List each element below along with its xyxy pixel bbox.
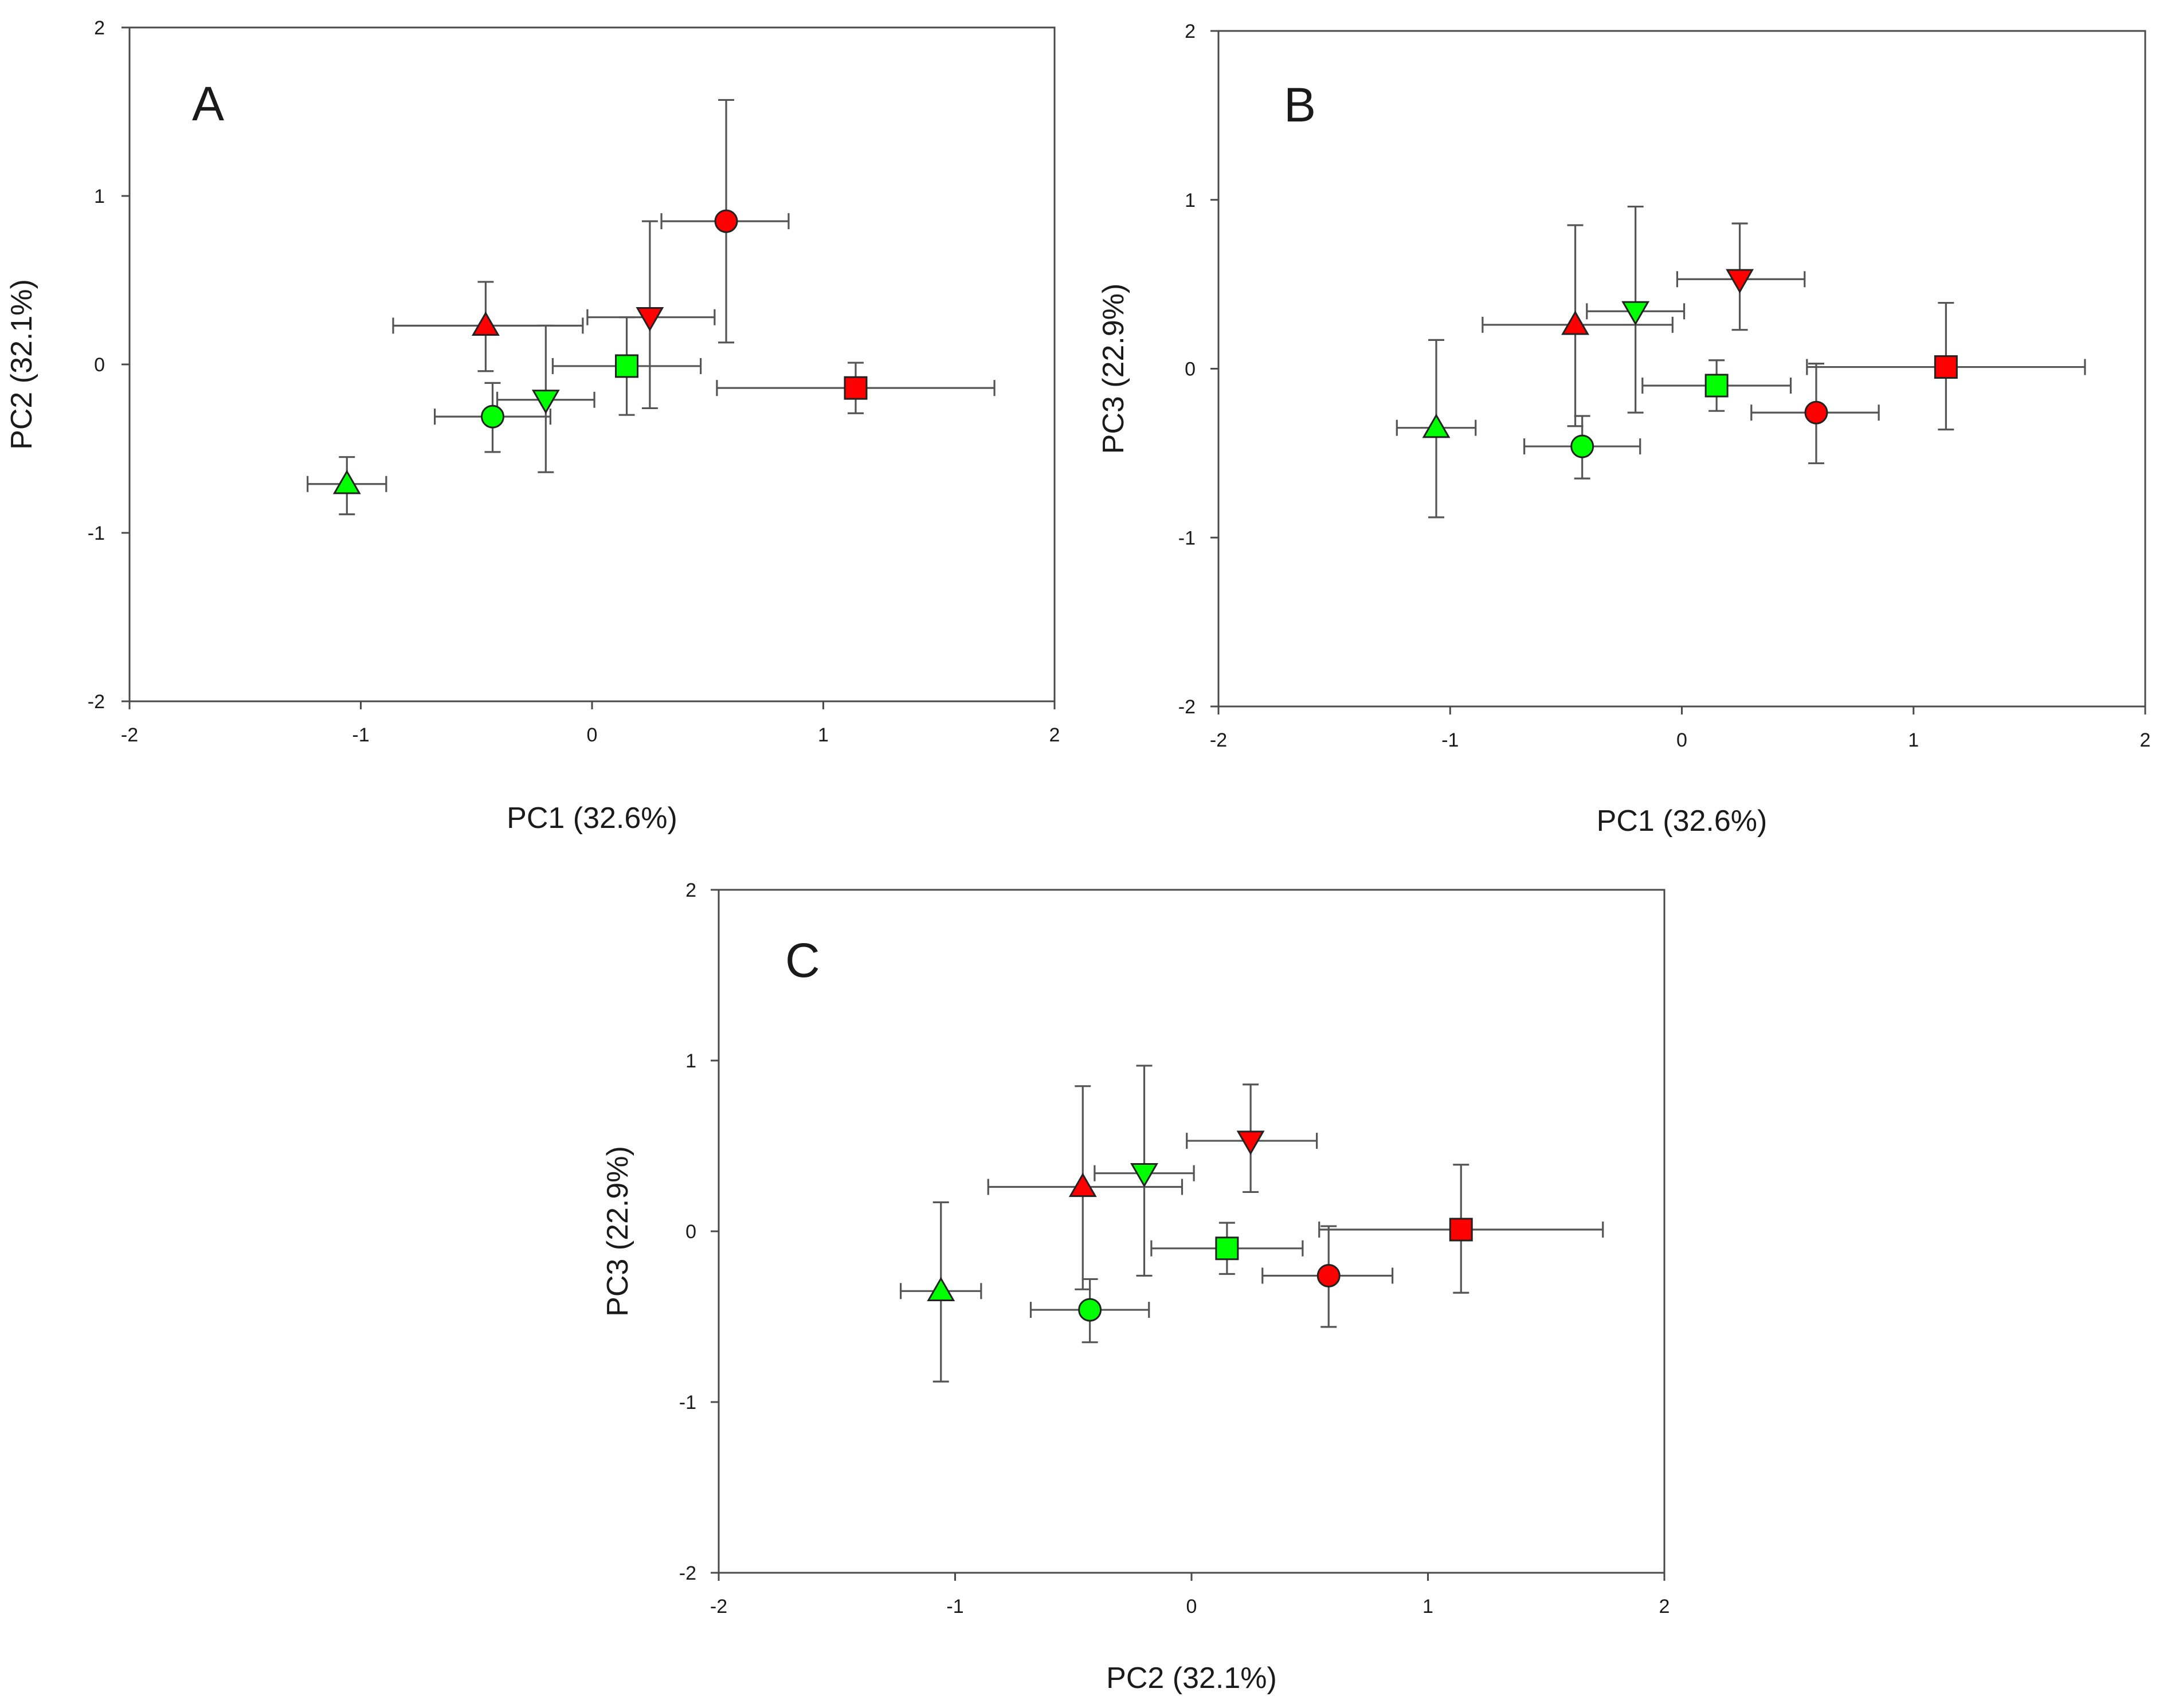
data-point-green-circle [1029,1278,1150,1344]
triangle-down-marker [636,307,664,332]
panel-a: -2 -1 0 1 2 -2 -1 0 1 2 PC1 (32.6%) PC2 (32.1%) A [5,17,1060,835]
data-point-red-square [1318,1164,1604,1294]
x-axis-title: PC1 (32.6%) [1597,804,1768,838]
triangle-down-marker [531,390,560,414]
y-tick-label: 0 [94,354,105,376]
triangle-up-marker [332,469,361,494]
y-tick-label: -1 [1178,527,1196,549]
data-point-green-triangle-down [1094,1065,1195,1277]
circle-marker [1078,1298,1102,1322]
square-marker [1934,355,1958,379]
square-marker [1704,374,1729,398]
circle-marker [1804,401,1828,425]
triangle-down-marker [1621,301,1650,326]
square-marker [844,376,868,400]
data-point-green-triangle-up [1396,339,1477,519]
plot-frame [128,26,1056,702]
y-tick-label: 2 [685,879,696,901]
x-tick-label: 0 [1676,729,1687,751]
panel-letter: C [785,933,820,987]
x-tick-label: -1 [352,724,369,746]
square-marker [1215,1236,1239,1261]
data-point-red-triangle-down [1676,222,1806,331]
circle-marker [480,405,504,429]
data-point-green-triangle-up [900,1201,982,1383]
data-point-green-triangle-down [1586,205,1686,414]
circle-marker [1570,434,1594,458]
triangle-down-marker [1726,269,1754,294]
x-tick-label: 0 [1186,1596,1197,1617]
triangle-up-marker [927,1277,955,1301]
panel-b: -2 -1 0 1 2 -2 -1 0 1 2 PC1 (32.6%) PC3 (22.9%) B [1097,21,2150,838]
x-tick-label: -2 [1210,729,1227,751]
data-point-green-triangle-down [496,324,595,473]
y-tick-label: 1 [685,1050,696,1072]
circle-marker [1316,1263,1341,1287]
x-tick-label: 2 [1659,1596,1670,1617]
y-tick-label: -2 [1178,696,1196,718]
square-marker [1449,1218,1473,1242]
data-point-red-square [1806,301,2086,431]
x-axis-title: PC2 (32.1%) [1106,1662,1277,1695]
x-tick-label: 2 [1049,724,1060,746]
triangle-up-marker [1068,1172,1097,1197]
triangle-up-marker [1561,311,1589,335]
square-marker [615,354,639,378]
x-tick-label: -2 [121,724,138,746]
triangle-up-marker [471,311,500,336]
data-point-red-triangle-down [586,220,716,410]
x-tick-label: -1 [1441,729,1459,751]
x-tick-label: 1 [818,724,829,746]
data-point-green-square [551,316,702,416]
x-tick-label: 1 [1908,729,1919,751]
y-axis-title: PC3 (22.9%) [601,1146,634,1317]
x-tick-label: 2 [2140,729,2151,751]
y-tick-label: 2 [94,17,105,39]
x-tick-label: -1 [946,1596,963,1617]
x-tick-label: 0 [587,724,598,746]
plot-frame [718,889,1666,1574]
y-tick-label: 2 [1185,21,1196,42]
y-tick-label: 1 [1185,190,1196,211]
y-axis-title: PC3 (22.9%) [1097,284,1130,454]
y-tick-label: 0 [685,1221,696,1243]
plot-frame [1217,30,2146,708]
data-point-red-circle [660,99,790,344]
y-tick-label: -1 [679,1392,696,1413]
data-point-red-triangle-up [392,281,584,372]
y-tick-label: 1 [94,186,105,207]
data-point-green-triangle-up [307,456,387,516]
panel-c: -2 -1 0 1 2 -2 -1 0 1 2 PC2 (32.1%) PC3 (22.9%) C [601,879,1670,1695]
x-axis-title: PC1 (32.6%) [507,802,677,835]
data-point-red-circle [1261,1225,1394,1328]
triangle-down-marker [1236,1130,1265,1155]
triangle-down-marker [1130,1163,1158,1188]
triangle-up-marker [1422,413,1451,438]
y-tick-label: -2 [679,1562,696,1584]
y-axis-title: PC2 (32.1%) [5,279,38,450]
y-tick-label: 0 [1185,359,1196,380]
panel-letter: B [1284,78,1316,132]
x-tick-label: -2 [710,1596,727,1617]
data-point-green-circle [1523,415,1641,480]
y-tick-label: -2 [88,691,105,713]
data-point-red-square [716,362,996,414]
data-point-red-triangle-up [1482,224,1674,427]
data-point-green-square [1641,359,1792,412]
data-point-green-circle [434,382,551,453]
data-point-green-square [1150,1222,1304,1275]
circle-marker [714,209,738,233]
x-tick-label: 1 [1422,1596,1433,1617]
panel-letter: A [192,77,224,131]
data-point-red-triangle-down [1186,1083,1318,1193]
y-tick-label: -1 [88,523,105,544]
data-point-red-triangle-up [987,1085,1184,1290]
data-point-red-circle [1750,363,1880,465]
